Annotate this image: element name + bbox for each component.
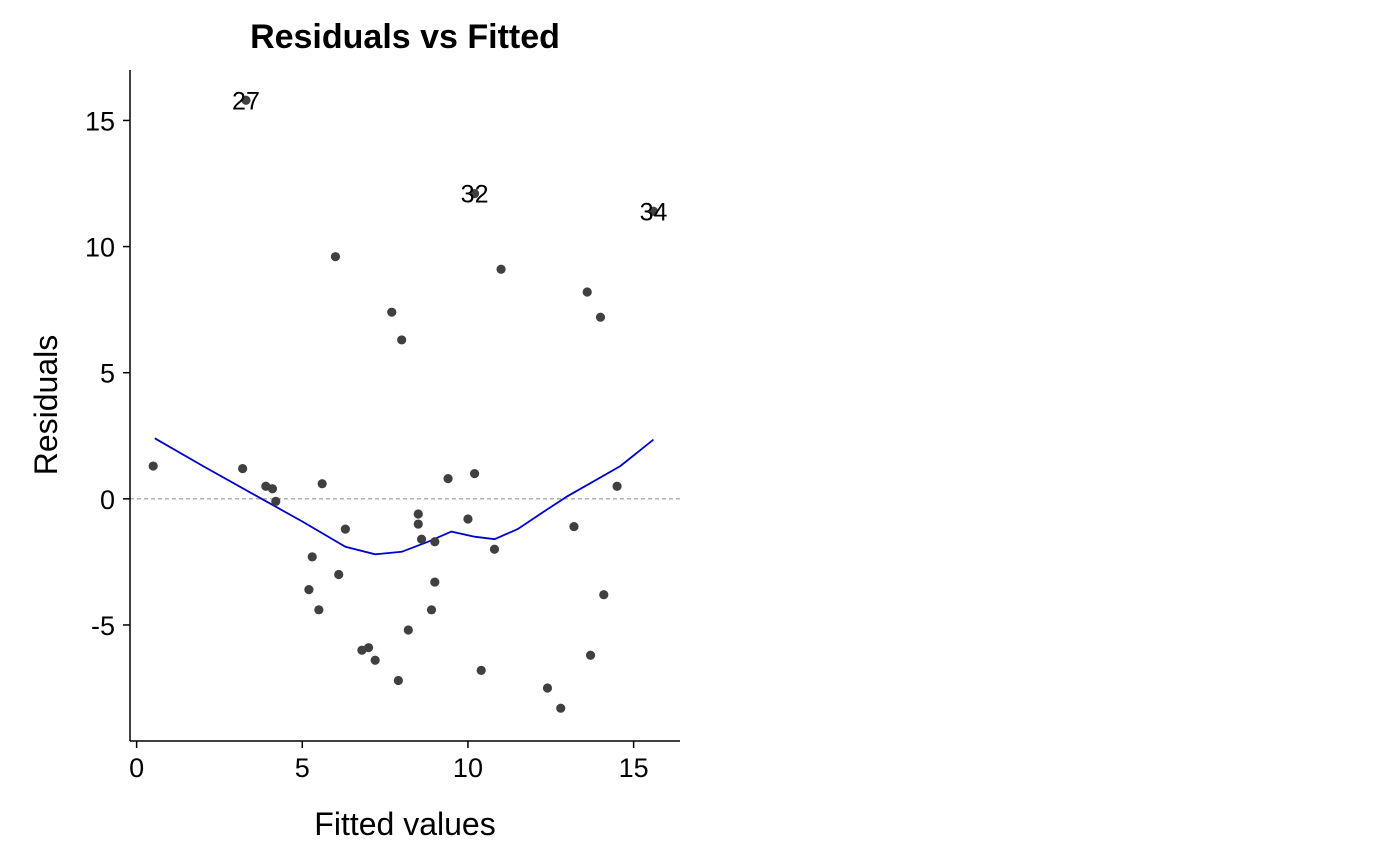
data-point (387, 307, 397, 317)
data-point (397, 335, 407, 345)
data-point (334, 569, 344, 580)
data-point (238, 463, 248, 474)
data-point (599, 590, 609, 600)
data-point (648, 206, 659, 216)
data-point (443, 474, 453, 484)
data-point (469, 189, 480, 199)
x-axis-title: Fitted values (314, 806, 495, 842)
data-point (340, 524, 350, 534)
plot-area: 0 5 10 15 -5 0 5 10 15 27 32 34 (85, 70, 680, 783)
data-point (430, 577, 440, 587)
chart-title: Residuals vs Fitted (250, 18, 560, 56)
data-point (542, 683, 553, 693)
data-point (363, 643, 374, 653)
data-point (241, 95, 251, 105)
data-point (330, 252, 341, 262)
x-tick-label: 5 (295, 753, 310, 783)
y-tick-label: -5 (91, 611, 115, 641)
data-point (556, 703, 566, 713)
outlier-label: 27 (232, 87, 260, 115)
data-point (569, 521, 579, 532)
data-point (496, 264, 506, 274)
data-point (148, 461, 158, 471)
data-point (416, 534, 427, 544)
data-point (267, 484, 278, 494)
y-tick-label: 5 (100, 359, 115, 389)
outlier-label: 32 (461, 181, 489, 209)
data-point (413, 519, 423, 529)
data-point (430, 537, 440, 547)
data-point (370, 655, 380, 665)
data-point (426, 605, 437, 615)
outlier-label: 34 (640, 198, 668, 226)
data-point (582, 287, 592, 297)
data-point (314, 605, 324, 615)
data-point (307, 552, 317, 562)
data-point (463, 514, 473, 524)
y-tick-label: 15 (85, 106, 115, 136)
data-point (489, 544, 500, 554)
y-tick-label: 0 (100, 485, 115, 515)
x-tick-label: 0 (129, 753, 144, 783)
y-axis-title: Residuals (28, 335, 64, 476)
y-tick-label: 10 (85, 233, 115, 263)
smoother-line (154, 437, 655, 556)
data-point (595, 312, 606, 322)
data-point (585, 650, 596, 660)
data-point (403, 625, 413, 635)
data-point (413, 509, 423, 519)
data-point (393, 675, 403, 686)
x-tick-label: 10 (453, 753, 483, 783)
x-tick-label: 15 (619, 753, 649, 783)
data-point (612, 481, 622, 491)
data-point (469, 469, 480, 479)
data-point (271, 496, 281, 506)
data-point (304, 585, 314, 595)
data-point (317, 479, 327, 489)
data-point (476, 665, 486, 675)
